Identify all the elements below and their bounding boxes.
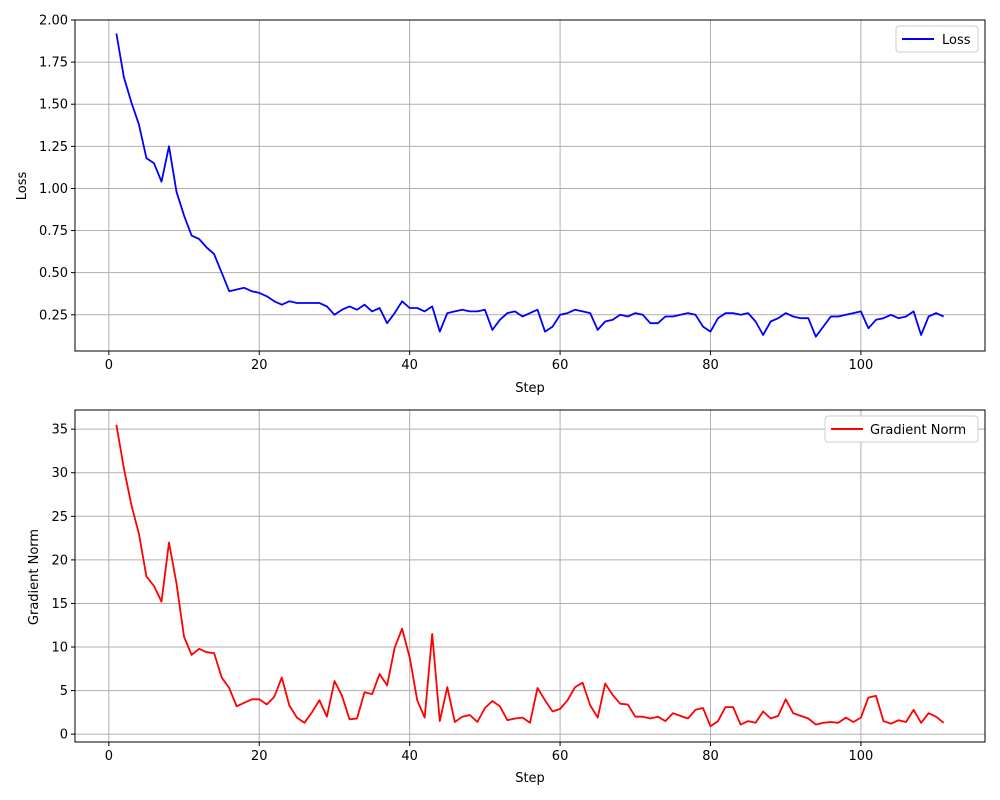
grad-y-tick-label: 15 [51,597,68,612]
loss-y-tick-label: 1.25 [39,140,68,155]
grad-x-tick-label: 20 [251,749,268,764]
grad-y-tick-label: 30 [51,466,68,481]
grad-x-tick-label: 40 [401,749,418,764]
loss-legend-box [895,25,979,53]
loss-y-tick-label: 0.75 [39,224,68,239]
loss-x-ticks: 0 20 40 60 80 100 [105,351,873,373]
grad-legend-label: Gradient Norm [870,423,966,438]
loss-plot-area [75,20,985,351]
grad-legend: Gradient Norm [824,415,979,443]
grad-y-ticks: 0 5 10 15 20 25 30 35 [51,423,75,743]
loss-series-line [115,33,944,338]
grad-series-line [115,424,945,728]
grad-plot-area [75,410,985,742]
grad-axes-frame [74,409,986,743]
loss-y-tick-label: 0.25 [39,308,68,323]
grad-x-tick-label: 100 [848,749,873,764]
grad-x-tick-label: 60 [552,749,569,764]
grad-y-tick-label: 0 [60,728,68,743]
loss-x-tick-label: 20 [251,358,268,373]
grad-y-tick-label: 35 [51,423,68,438]
grad-y-tick-label: 10 [51,641,68,656]
loss-x-tick-label: 60 [552,358,569,373]
grad-y-tick-label: 20 [51,553,68,568]
loss-y-tick-label: 1.00 [39,182,68,197]
grad-x-tick-label: 80 [702,749,719,764]
loss-series-group [115,33,944,338]
loss-y-tick-label: 1.50 [39,98,68,113]
grad-grid [75,410,985,742]
grad-legend-box [824,415,979,443]
loss-x-axis-label: Step [515,381,545,396]
loss-x-tick-label: 100 [848,358,873,373]
grad-x-axis-label: Step [515,771,545,786]
loss-x-tick-label: 40 [401,358,418,373]
loss-y-ticks: 0.25 0.50 0.75 1.00 1.25 1.50 1.75 2.00 [39,14,75,323]
grad-x-ticks: 0 20 40 60 80 100 [105,742,873,764]
loss-legend-label: Loss [942,33,971,48]
loss-axes-frame [74,19,986,352]
grad-series-group [115,424,945,728]
loss-legend: Loss [895,25,979,53]
loss-y-axis-label: Loss [15,172,30,201]
loss-y-tick-label: 1.75 [39,56,68,71]
loss-x-tick-label: 0 [105,358,113,373]
loss-x-tick-label: 80 [702,358,719,373]
loss-y-tick-label: 0.50 [39,266,68,281]
loss-y-tick-label: 2.00 [39,14,68,29]
gradient-norm-chart-panel: 0 20 40 60 80 100 0 5 10 15 20 25 30 35 Step Gradien… [27,409,986,786]
grad-x-tick-label: 0 [105,749,113,764]
grad-y-tick-label: 5 [60,684,68,699]
grad-y-axis-label: Gradient Norm [27,529,42,625]
grad-y-tick-label: 25 [51,510,68,525]
loss-chart-panel: 0 20 40 60 80 100 0.25 0.50 0.75 1.00 1.25 1.50 1.7… [15,14,986,396]
